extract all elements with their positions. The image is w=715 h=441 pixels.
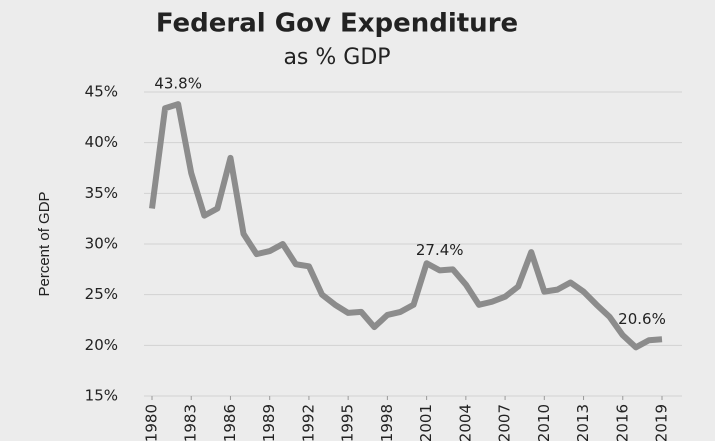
y-tick-label: 25% bbox=[85, 285, 118, 303]
x-tick-label: 1992 bbox=[299, 404, 317, 441]
x-tick-label: 1986 bbox=[221, 404, 239, 441]
y-tick-label: 35% bbox=[85, 184, 118, 202]
x-tick-label: 1998 bbox=[378, 404, 396, 441]
data-label: 27.4% bbox=[416, 241, 464, 259]
x-tick-label: 2013 bbox=[574, 404, 592, 441]
x-tick-label: 2016 bbox=[613, 404, 631, 441]
x-tick-label: 2019 bbox=[653, 404, 671, 441]
chart-title: Federal Gov Expenditure bbox=[156, 9, 518, 39]
chart-subtitle: as % GDP bbox=[283, 45, 390, 70]
y-tick-label: 40% bbox=[85, 133, 118, 151]
y-tick-label: 20% bbox=[85, 336, 118, 354]
data-line bbox=[149, 101, 663, 351]
data-label: 20.6% bbox=[618, 310, 666, 328]
x-tick-label: 1983 bbox=[182, 404, 200, 441]
x-tick-label: 1995 bbox=[339, 404, 357, 441]
y-tick-label: 30% bbox=[85, 235, 118, 253]
x-tick-label: 2004 bbox=[456, 404, 474, 441]
x-tick-label: 1980 bbox=[143, 404, 161, 441]
data-label: 43.8% bbox=[154, 75, 202, 93]
y-axis-label: Percent of GDP bbox=[36, 191, 53, 296]
x-tick-label: 2001 bbox=[417, 404, 435, 441]
x-tick-label: 2007 bbox=[496, 404, 514, 441]
y-tick-label: 15% bbox=[85, 387, 118, 405]
x-tick-label: 2010 bbox=[535, 404, 553, 441]
y-tick-label: 45% bbox=[85, 83, 118, 101]
x-tick-label: 1989 bbox=[260, 404, 278, 441]
